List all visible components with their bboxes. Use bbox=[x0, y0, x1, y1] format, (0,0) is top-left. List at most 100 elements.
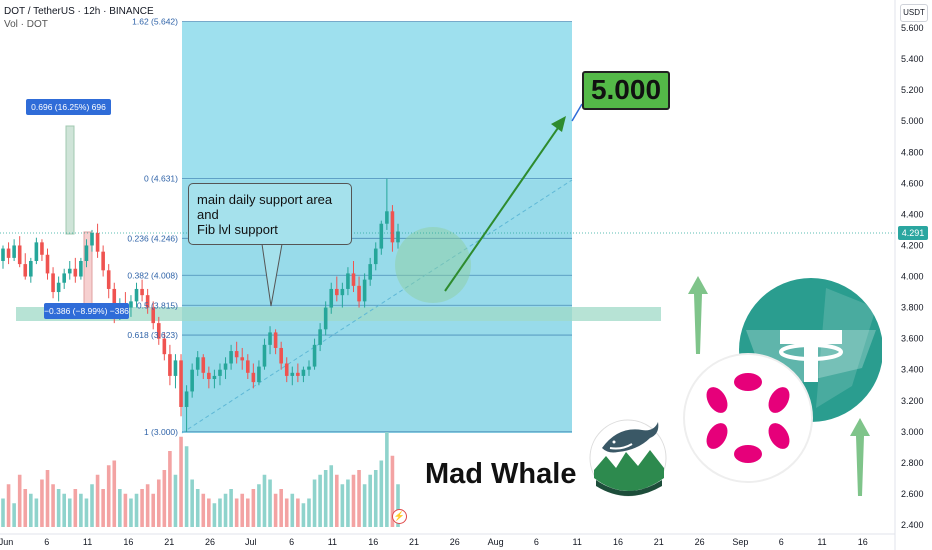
volume-bar bbox=[184, 446, 189, 527]
volume-bar bbox=[12, 503, 16, 527]
y-tick-label: 3.400 bbox=[901, 365, 924, 375]
x-tick-label: 11 bbox=[573, 537, 582, 547]
candle-body bbox=[373, 248, 378, 265]
x-tick-label: 16 bbox=[858, 537, 868, 547]
volume-bar bbox=[79, 493, 83, 527]
candle-body bbox=[6, 248, 11, 258]
y-tick-label: 4.000 bbox=[901, 272, 924, 282]
candle-body bbox=[90, 233, 94, 246]
candle-body bbox=[396, 231, 400, 243]
x-tick-label: 21 bbox=[654, 537, 664, 547]
candle-body bbox=[268, 332, 272, 345]
volume-bar bbox=[190, 479, 194, 527]
candle-body bbox=[357, 285, 361, 302]
candle-body bbox=[73, 268, 78, 277]
candle-body bbox=[62, 273, 66, 283]
fib-level-label: 1 (3.000) bbox=[144, 427, 178, 437]
candle-body bbox=[162, 338, 167, 355]
lightning-icon[interactable]: ⚡ bbox=[392, 509, 407, 524]
callout-line-2: and bbox=[197, 207, 219, 222]
candle-body bbox=[17, 245, 22, 265]
fib-zone-upper bbox=[182, 22, 572, 180]
candle-body bbox=[346, 273, 350, 289]
x-tick-label: 6 bbox=[289, 537, 294, 547]
target-label: 5.000 bbox=[582, 71, 670, 110]
candle-body bbox=[329, 288, 334, 308]
whale-logo bbox=[588, 408, 668, 502]
candle-body bbox=[262, 344, 267, 367]
volume-bar bbox=[357, 470, 361, 527]
candle-body bbox=[190, 369, 194, 392]
x-tick-label: 16 bbox=[613, 537, 623, 547]
last-price-badge: 4.291 bbox=[898, 226, 928, 240]
y-tick-label: 4.800 bbox=[901, 147, 924, 157]
fib-level-label: 0.382 (4.008) bbox=[127, 270, 178, 280]
candle-body bbox=[95, 233, 100, 252]
volume-bar bbox=[323, 470, 328, 527]
candle-body bbox=[179, 360, 183, 407]
symbol-title[interactable]: DOT / TetherUS · 12h · BINANCE bbox=[4, 6, 154, 17]
volume-bar bbox=[284, 498, 289, 527]
volume-bar bbox=[240, 493, 245, 527]
volume-bar bbox=[229, 489, 233, 527]
currency-badge[interactable]: USDT bbox=[900, 4, 928, 22]
y-tick-label: 3.600 bbox=[901, 334, 924, 344]
candle-body bbox=[296, 372, 300, 376]
volume-bar bbox=[346, 479, 350, 527]
volume-bar bbox=[173, 474, 178, 527]
candle-body bbox=[362, 279, 367, 302]
candle-body bbox=[84, 245, 89, 261]
candle-body bbox=[245, 360, 250, 373]
volume-bar bbox=[385, 432, 389, 527]
candle-body bbox=[284, 363, 289, 376]
volume-bar bbox=[340, 484, 345, 527]
volume-bar bbox=[257, 484, 261, 527]
volume-bar bbox=[268, 479, 272, 527]
volume-bar bbox=[90, 484, 94, 527]
callout-line-1: main daily support area bbox=[197, 192, 333, 207]
volume-bar bbox=[379, 460, 384, 527]
highlight-circle bbox=[395, 227, 471, 303]
volume-bar bbox=[123, 493, 128, 527]
volume-bar bbox=[1, 498, 5, 527]
candle-body bbox=[1, 248, 5, 261]
y-tick-label: 3.000 bbox=[901, 427, 924, 437]
volume-bar bbox=[129, 498, 133, 527]
candle-body bbox=[151, 307, 156, 324]
candle-body bbox=[273, 332, 278, 348]
candle-body bbox=[290, 372, 295, 376]
candle-body bbox=[390, 211, 395, 243]
measure-up-box bbox=[65, 125, 75, 235]
volume-bar bbox=[156, 479, 161, 527]
volume-bar bbox=[262, 474, 267, 527]
volume-bar bbox=[101, 489, 105, 527]
candle-body bbox=[201, 357, 206, 373]
y-tick-label: 2.400 bbox=[901, 520, 924, 530]
candle-body bbox=[385, 211, 389, 224]
y-tick-label: 3.200 bbox=[901, 396, 924, 406]
fib-level-label: 0.236 (4.246) bbox=[127, 233, 178, 243]
volume-bar bbox=[245, 498, 250, 527]
candle-body bbox=[323, 307, 328, 330]
x-tick-label: Aug bbox=[488, 537, 504, 547]
x-tick-label: 11 bbox=[817, 537, 826, 547]
projection-arrow-head bbox=[551, 116, 566, 132]
y-tick-label: 5.600 bbox=[901, 23, 924, 33]
volume-bar bbox=[207, 498, 211, 527]
candle-body bbox=[340, 288, 345, 296]
volume-bar bbox=[134, 493, 139, 527]
candle-body bbox=[101, 251, 105, 271]
candle-body bbox=[156, 323, 161, 339]
volume-bar bbox=[40, 479, 44, 527]
watermark-text: Mad Whale bbox=[425, 458, 577, 490]
candle-body bbox=[51, 273, 55, 293]
volume-bar bbox=[201, 493, 206, 527]
candle-body bbox=[229, 351, 233, 364]
y-tick-label: 5.000 bbox=[901, 116, 924, 126]
volume-bar bbox=[279, 489, 283, 527]
candles bbox=[1, 178, 400, 432]
candle-body bbox=[212, 375, 217, 380]
volume-bar bbox=[162, 470, 167, 527]
y-tick-label: 5.200 bbox=[901, 85, 924, 95]
x-tick-label: Sep bbox=[732, 537, 748, 547]
